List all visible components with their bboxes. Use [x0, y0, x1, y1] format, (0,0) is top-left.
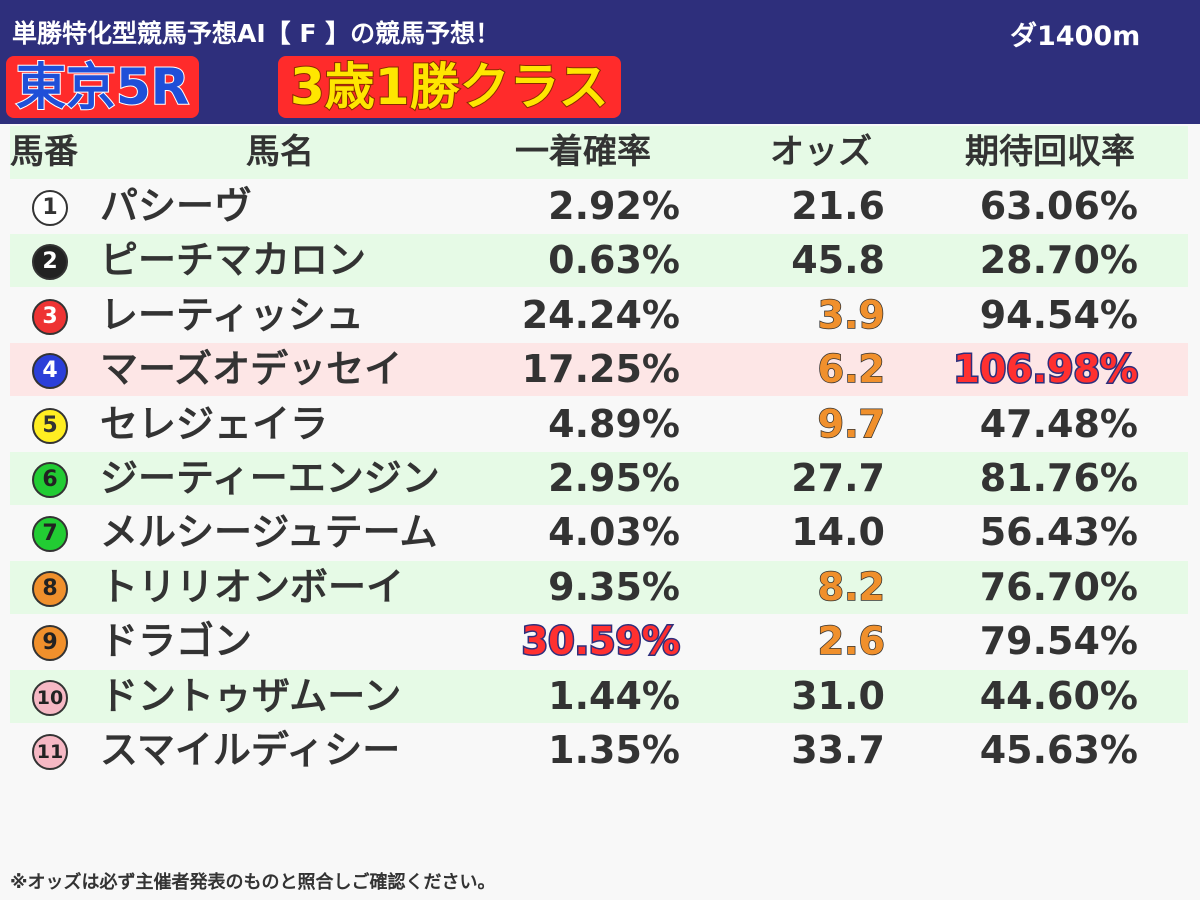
- horse-name: トリリオンボーイ: [100, 561, 404, 614]
- odds-value: 45.8: [791, 234, 885, 287]
- horse-number-badge: 8: [32, 571, 68, 607]
- horse-name: ドントゥザムーン: [100, 670, 401, 723]
- odds-value: 31.0: [791, 670, 885, 723]
- expected-return: 79.54%: [980, 615, 1138, 668]
- column-header-win-probability: 一着確率: [515, 126, 651, 179]
- win-probability: 2.95%: [548, 452, 680, 505]
- win-probability: 4.03%: [548, 506, 680, 559]
- horse-number-badge: 1: [32, 190, 68, 226]
- win-probability: 2.92%: [548, 180, 680, 233]
- expected-return: 45.63%: [980, 724, 1138, 777]
- expected-return: 106.98%: [953, 343, 1138, 396]
- odds-value: 14.0: [791, 506, 885, 559]
- expected-return: 94.54%: [980, 289, 1138, 342]
- footnote: ※オッズは必ず主催者発表のものと照合しご確認ください。: [10, 868, 496, 894]
- race-badge: 東京5R: [6, 56, 199, 118]
- expected-return: 76.70%: [980, 561, 1138, 614]
- horse-name: スマイルディシー: [100, 724, 400, 777]
- odds-value: 8.2: [818, 561, 885, 614]
- expected-return: 28.70%: [980, 234, 1138, 287]
- odds-value: 21.6: [791, 180, 885, 233]
- table-row: 1 パシーヴ 2.92% 21.6 63.06%: [10, 180, 1188, 233]
- expected-return: 47.48%: [980, 398, 1138, 451]
- table-row: 11 スマイルディシー 1.35% 33.7 45.63%: [10, 724, 1188, 777]
- horse-number-badge: 10: [32, 680, 68, 716]
- column-header-number: 馬番: [10, 126, 78, 179]
- horse-number-badge: 7: [32, 516, 68, 552]
- odds-value: 33.7: [791, 724, 885, 777]
- win-probability: 0.63%: [548, 234, 680, 287]
- table-row: 8 トリリオンボーイ 9.35% 8.2 76.70%: [10, 561, 1188, 614]
- expected-return: 44.60%: [980, 670, 1138, 723]
- table-row: 6 ジーティーエンジン 2.95% 27.7 81.76%: [10, 452, 1188, 505]
- horse-number-badge: 6: [32, 462, 68, 498]
- horse-name: セレジェイラ: [100, 398, 328, 451]
- table-header-row: 馬番 馬名 一着確率 オッズ 期待回収率: [10, 126, 1188, 179]
- column-header-odds: オッズ: [770, 126, 872, 179]
- horse-name: ドラゴン: [100, 615, 252, 668]
- win-probability: 1.35%: [548, 724, 680, 777]
- race-label: 東京5R: [16, 62, 189, 112]
- horse-number-badge: 2: [32, 244, 68, 280]
- column-header-horse-name: 馬名: [246, 126, 314, 179]
- table-row: 3 レーティッシュ 24.24% 3.9 94.54%: [10, 289, 1188, 342]
- column-header-expected-return: 期待回収率: [965, 126, 1135, 179]
- table-row: 9 ドラゴン 30.59% 2.6 79.54%: [10, 615, 1188, 668]
- horse-name: パシーヴ: [100, 180, 252, 233]
- odds-value: 3.9: [818, 289, 885, 342]
- odds-value: 2.6: [818, 615, 885, 668]
- expected-return: 56.43%: [980, 506, 1138, 559]
- horse-number-badge: 11: [32, 734, 68, 770]
- horse-number-badge: 4: [32, 353, 68, 389]
- odds-value: 9.7: [818, 398, 885, 451]
- odds-value: 27.7: [791, 452, 885, 505]
- expected-return: 81.76%: [980, 452, 1138, 505]
- win-probability: 9.35%: [548, 561, 680, 614]
- win-probability: 24.24%: [522, 289, 680, 342]
- table-row: 10 ドントゥザムーン 1.44% 31.0 44.60%: [10, 670, 1188, 723]
- horse-number-badge: 5: [32, 408, 68, 444]
- expected-return: 63.06%: [980, 180, 1138, 233]
- win-probability: 1.44%: [548, 670, 680, 723]
- horse-name: マーズオデッセイ: [100, 343, 402, 396]
- horse-number-badge: 9: [32, 625, 68, 661]
- table-row: 2 ピーチマカロン 0.63% 45.8 28.70%: [10, 234, 1188, 287]
- win-probability: 4.89%: [548, 398, 680, 451]
- win-probability: 30.59%: [522, 615, 680, 668]
- race-class-badge: 3歳1勝クラス: [278, 56, 621, 118]
- table-row: 5 セレジェイラ 4.89% 9.7 47.48%: [10, 398, 1188, 451]
- win-probability: 17.25%: [522, 343, 680, 396]
- table-row: 4 マーズオデッセイ 17.25% 6.2 106.98%: [10, 343, 1188, 396]
- race-distance: ダ1400m: [1010, 14, 1140, 53]
- horse-name: レーティッシュ: [100, 289, 364, 342]
- header-bar: 単勝特化型競馬予想AI【 F 】の競馬予想！ ダ1400m 東京5R 3歳1勝ク…: [0, 0, 1200, 124]
- horse-name: ジーティーエンジン: [100, 452, 440, 505]
- horse-name: メルシージュテーム: [100, 506, 437, 559]
- horse-name: ピーチマカロン: [100, 234, 366, 287]
- table-row: 7 メルシージュテーム 4.03% 14.0 56.43%: [10, 506, 1188, 559]
- header-subtitle: 単勝特化型競馬予想AI【 F 】の競馬予想！: [12, 14, 500, 50]
- horse-number-badge: 3: [32, 299, 68, 335]
- race-class-label: 3歳1勝クラス: [290, 62, 609, 112]
- odds-value: 6.2: [818, 343, 885, 396]
